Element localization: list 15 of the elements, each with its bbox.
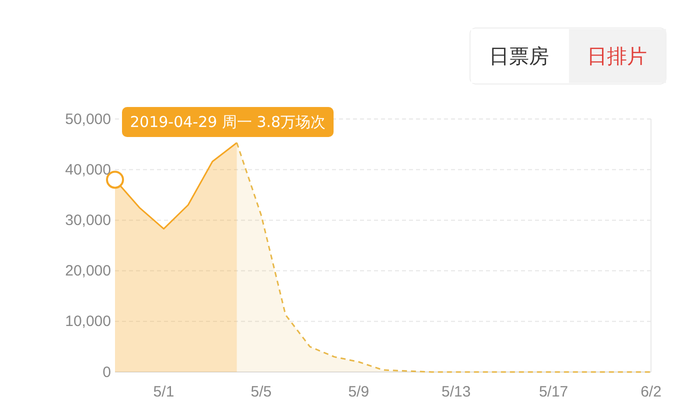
- y-tick-label: 20,000: [65, 262, 111, 280]
- text: 日票房: [489, 44, 549, 68]
- x-tick-label: 5/17: [538, 384, 568, 401]
- y-tick-label: 50,000: [65, 110, 111, 128]
- y-tick-label: 30,000: [65, 212, 111, 229]
- x-tick-label: 5/13: [441, 384, 471, 401]
- text: 日排片: [587, 44, 647, 68]
- annotation: 2019-04-29 周一 3.8万场次: [130, 113, 326, 131]
- y-tick-label: 10,000: [65, 313, 111, 330]
- y-tick-label: 0: [102, 364, 111, 381]
- x-tick-label: 6/2: [640, 384, 662, 401]
- x-tick-label: 5/1: [153, 384, 174, 401]
- x-tick-label: 5/9: [348, 384, 370, 401]
- y-tick-label: 40,000: [65, 161, 111, 178]
- x-tick-label: 5/5: [250, 384, 272, 401]
